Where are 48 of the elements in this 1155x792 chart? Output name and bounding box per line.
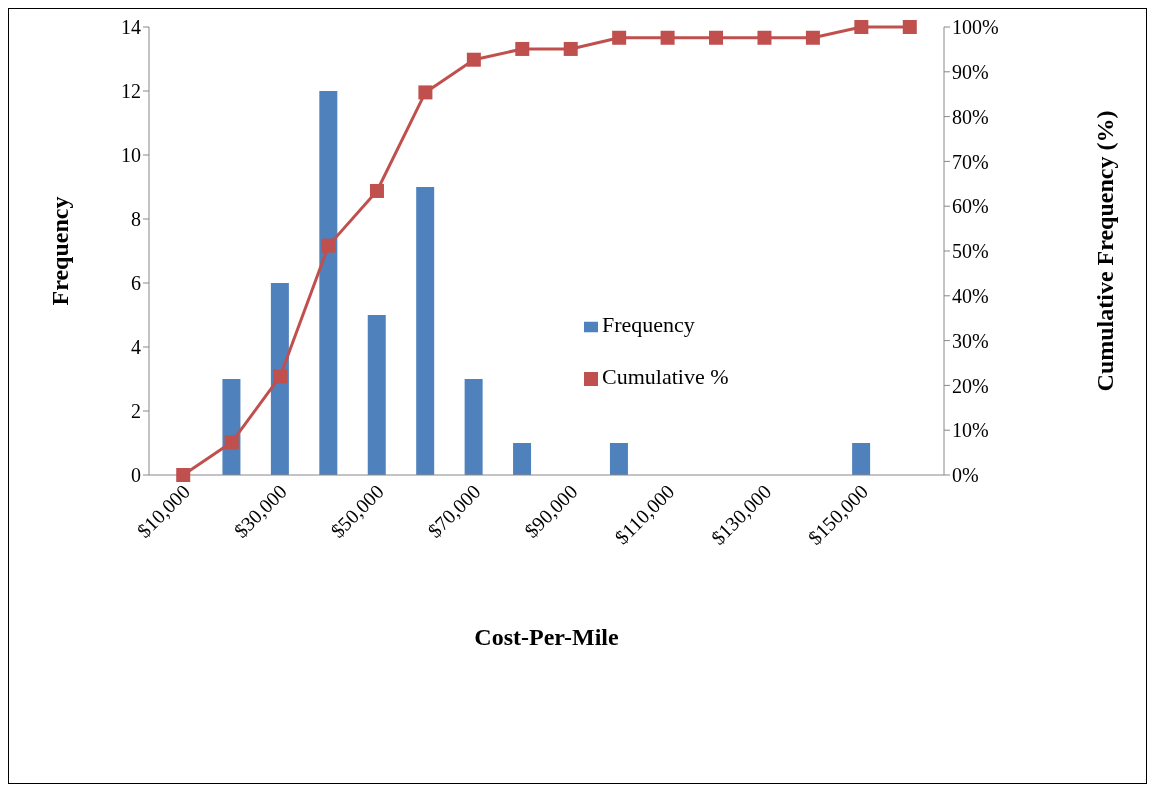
point [515, 41, 530, 56]
y-tick-label: 2 [131, 400, 141, 423]
y-tick-label: 0 [131, 464, 141, 487]
y-tick-label: 8 [131, 208, 141, 231]
x-axis-title: Cost-Per-Mile [474, 624, 620, 650]
point [757, 30, 772, 45]
point [902, 20, 917, 34]
y-tick-label: 10 [121, 144, 141, 167]
y2-tick-label: 60% [952, 195, 989, 218]
y2-axis-title: Cumulative Frequency (%) [1091, 110, 1118, 392]
point [805, 30, 820, 45]
y-tick-label: 12 [121, 80, 141, 103]
point [854, 20, 869, 34]
bar [270, 283, 289, 475]
point [273, 369, 288, 384]
bar [464, 379, 483, 475]
bar [513, 443, 532, 475]
y-tick-label: 6 [131, 272, 141, 295]
bar [609, 443, 628, 475]
y2-tick-label: 40% [952, 284, 989, 307]
point [563, 41, 578, 56]
y2-tick-label: 0% [952, 464, 979, 487]
point [224, 435, 239, 450]
y-tick-label: 4 [131, 336, 141, 359]
y2-tick-label: 50% [952, 240, 989, 263]
bar [416, 187, 435, 475]
y2-tick-label: 100% [952, 16, 999, 39]
point [369, 183, 384, 198]
y2-tick-label: 70% [952, 150, 989, 173]
y2-tick-label: 20% [952, 374, 989, 397]
bar [852, 443, 871, 475]
bar [367, 315, 386, 475]
y-tick-label: 14 [121, 16, 141, 39]
point [176, 468, 191, 482]
point [418, 85, 433, 100]
legend-label: Frequency [602, 312, 695, 337]
point [660, 30, 675, 45]
legend-label: Cumulative % [602, 364, 729, 389]
y2-tick-label: 30% [952, 329, 989, 352]
point [612, 30, 627, 45]
y-axis-title: Frequency [46, 196, 73, 306]
bar [319, 91, 338, 475]
y2-tick-label: 80% [952, 105, 989, 128]
point [709, 30, 724, 45]
y2-tick-label: 10% [952, 419, 989, 442]
y2-tick-label: 90% [952, 60, 989, 83]
point [321, 238, 336, 253]
point [466, 52, 481, 67]
